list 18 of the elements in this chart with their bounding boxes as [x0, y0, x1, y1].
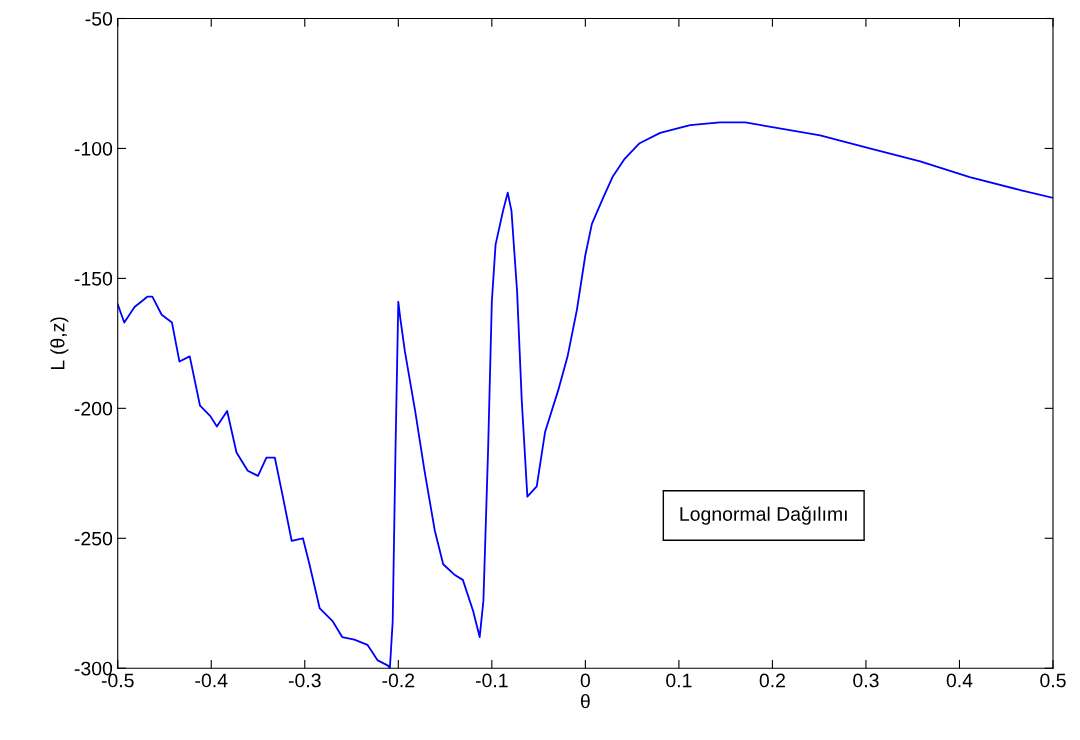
x-tick-label: 0.5: [1040, 673, 1066, 688]
x-tick-label: -0.4: [195, 673, 228, 688]
x-tick-label: -0.3: [288, 673, 321, 688]
annotation: Lognormal Dağılımı: [680, 506, 847, 525]
x-tick-label: 0.2: [759, 673, 785, 688]
x-axis-title: θ: [580, 694, 590, 709]
x-tick-label: 0: [580, 673, 591, 688]
x-tick-label: -0.1: [475, 673, 508, 688]
x-tick-label: 0.4: [946, 673, 973, 688]
x-tick-label: 0.3: [853, 673, 879, 688]
x-tick-label: -0.2: [382, 673, 415, 688]
y-tick-label: -50: [85, 11, 113, 26]
y-tick-label: -150: [74, 271, 113, 286]
y-tick-label: -250: [74, 531, 113, 546]
x-tick-label: 0.1: [666, 673, 692, 688]
y-axis-title: L (θ,z): [50, 317, 69, 369]
y-tick-label: -200: [74, 401, 113, 416]
y-tick-label: -100: [74, 141, 113, 156]
